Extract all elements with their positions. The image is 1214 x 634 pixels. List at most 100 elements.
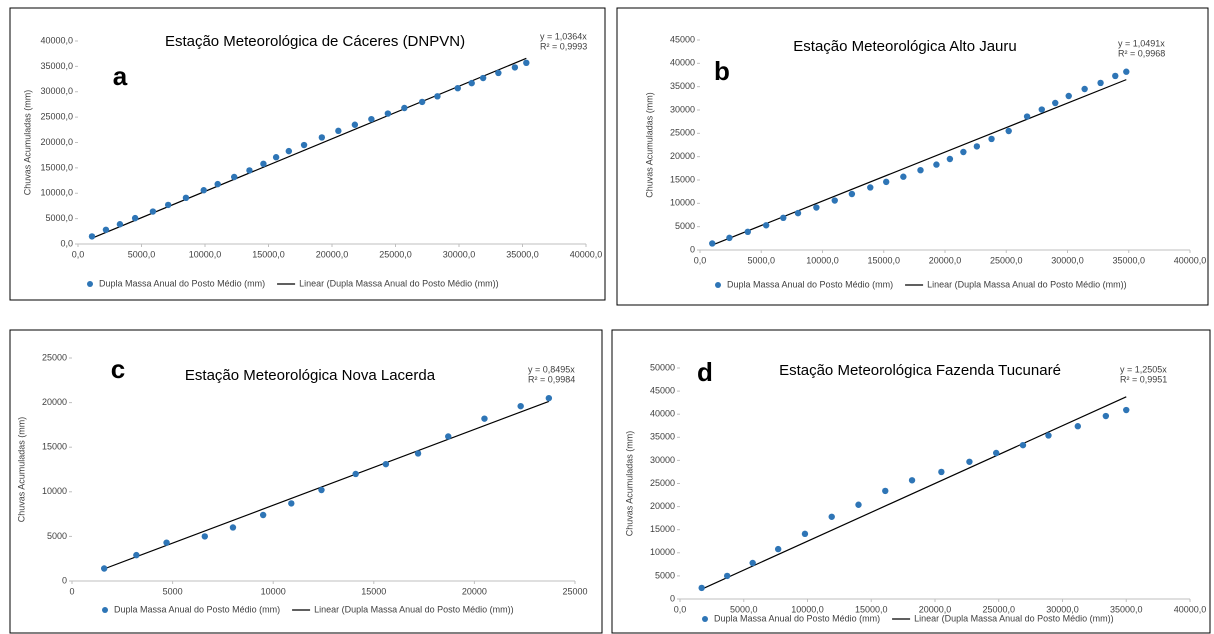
- trend-equation: y = 1,0491x: [1118, 38, 1165, 48]
- data-point: [351, 121, 359, 128]
- x-tick-label: 5000,0: [747, 255, 775, 265]
- y-tick-label: 25000: [650, 478, 675, 488]
- data-point: [723, 572, 731, 580]
- data-point: [1123, 406, 1130, 414]
- trendline: [701, 396, 1127, 590]
- legend-label: Linear (Dupla Massa Anual do Posto Médio…: [314, 604, 514, 614]
- data-point: [867, 184, 874, 191]
- y-axis-label: Chuvas Acumuladas (mm): [644, 92, 654, 198]
- data-point: [1065, 92, 1072, 100]
- data-point: [780, 214, 787, 221]
- data-point: [774, 545, 782, 553]
- legend-marker: [87, 281, 93, 287]
- y-axis-label: Chuvas Acumuladas (mm): [22, 90, 32, 196]
- data-point: [960, 148, 967, 156]
- panel-letter: a: [113, 61, 128, 91]
- data-point: [1102, 412, 1110, 420]
- data-point: [318, 134, 326, 141]
- x-tick-label: 35000,0: [1112, 255, 1145, 265]
- data-point: [201, 533, 208, 540]
- legend-marker: [715, 282, 721, 288]
- data-point: [418, 98, 426, 106]
- data-point: [831, 197, 838, 204]
- panel-border: [9, 329, 603, 634]
- data-point: [848, 190, 856, 198]
- y-tick-label: 30000: [650, 455, 675, 465]
- x-tick-label: 0,0: [72, 249, 85, 259]
- data-point: [908, 477, 916, 484]
- data-point: [933, 161, 940, 168]
- x-tick-label: 30000,0: [443, 249, 476, 259]
- data-point: [883, 178, 890, 186]
- data-point: [445, 433, 452, 440]
- data-point: [246, 167, 253, 174]
- data-point: [726, 234, 733, 242]
- x-tick-label: 35000,0: [1110, 604, 1143, 614]
- data-point: [813, 204, 820, 211]
- trend-r2: R² = 0,9968: [1118, 48, 1165, 58]
- data-point: [1019, 441, 1027, 449]
- y-tick-label: 40000: [650, 409, 675, 419]
- legend-label: Linear (Dupla Massa Anual do Posto Médio…: [299, 278, 499, 288]
- legend-label: Dupla Massa Anual do Posto Médio (mm): [714, 613, 880, 623]
- x-tick-label: 20000,0: [919, 604, 952, 614]
- data-point: [900, 173, 907, 180]
- y-tick-label: 15000: [650, 524, 675, 534]
- data-point: [946, 155, 954, 163]
- y-tick-label: 5000,0: [45, 213, 73, 223]
- data-point: [1081, 85, 1088, 93]
- y-tick-label: 20000: [670, 151, 695, 161]
- trend-equation: y = 0,8495x: [528, 364, 575, 374]
- y-tick-label: 10000: [42, 486, 67, 496]
- y-tick-label: 0: [62, 575, 67, 585]
- data-point: [517, 402, 524, 410]
- x-tick-label: 0,0: [694, 255, 707, 265]
- data-point: [454, 84, 461, 92]
- legend-marker: [702, 616, 708, 622]
- panel-letter: d: [697, 357, 713, 387]
- x-tick-label: 10000,0: [189, 249, 222, 259]
- trendline: [712, 79, 1127, 246]
- data-point: [938, 468, 945, 476]
- data-point: [1023, 113, 1031, 120]
- panel-letter: b: [714, 56, 730, 86]
- data-point: [709, 240, 716, 247]
- x-tick-label: 25000,0: [982, 604, 1015, 614]
- data-point: [229, 524, 237, 531]
- data-point: [794, 209, 802, 217]
- y-tick-label: 50000: [650, 362, 675, 372]
- y-tick-label: 10000,0: [40, 188, 73, 198]
- x-tick-label: 15000,0: [867, 255, 900, 265]
- y-tick-label: 30000: [670, 104, 695, 114]
- chart-title: Estação Meteorológica Nova Lacerda: [185, 367, 436, 384]
- y-tick-label: 20000: [42, 397, 67, 407]
- x-tick-label: 15000,0: [855, 604, 888, 614]
- y-tick-label: 25000: [42, 352, 67, 362]
- data-point: [762, 222, 770, 229]
- x-tick-label: 10000,0: [806, 255, 839, 265]
- data-point: [260, 160, 267, 168]
- panel-letter: c: [111, 354, 125, 384]
- data-point: [801, 530, 809, 538]
- x-tick-label: 40000,0: [570, 249, 603, 259]
- y-tick-label: 0,0: [60, 238, 73, 248]
- y-tick-label: 45000: [650, 385, 675, 395]
- y-tick-label: 10000: [670, 198, 695, 208]
- data-point: [272, 154, 280, 161]
- chart-title: Estação Meteorológica de Cáceres (DNPVN): [165, 33, 465, 50]
- data-point: [1112, 72, 1119, 80]
- x-tick-label: 40000,0: [1174, 255, 1207, 265]
- panel-border: [611, 329, 1211, 634]
- y-tick-label: 40000: [670, 58, 695, 68]
- data-point: [698, 584, 705, 592]
- y-tick-label: 25000,0: [40, 112, 73, 122]
- y-tick-label: 5000: [655, 570, 675, 580]
- y-tick-label: 35000,0: [40, 61, 73, 71]
- data-point: [335, 127, 342, 135]
- data-point: [214, 180, 221, 188]
- data-point: [993, 449, 1000, 457]
- data-point: [414, 450, 422, 457]
- y-tick-label: 35000: [650, 432, 675, 442]
- trendline: [103, 400, 550, 570]
- data-point: [966, 458, 973, 465]
